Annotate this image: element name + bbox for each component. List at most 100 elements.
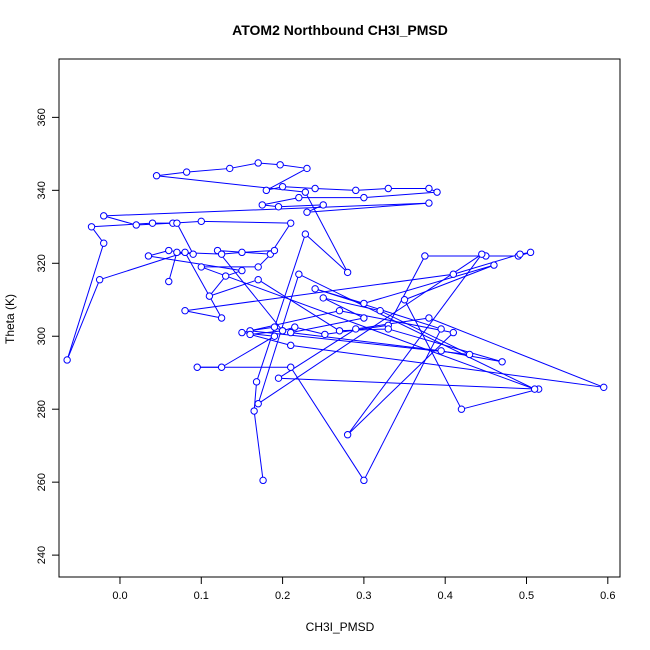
series-segment bbox=[148, 255, 243, 272]
series-segment bbox=[99, 251, 186, 281]
series-segment bbox=[184, 273, 454, 312]
series-segment bbox=[217, 250, 283, 332]
data-point bbox=[165, 246, 173, 255]
data-point bbox=[421, 252, 429, 260]
data-point bbox=[100, 239, 108, 247]
series-segment bbox=[298, 273, 535, 390]
data-point bbox=[360, 314, 368, 322]
y-tick-label: 240 bbox=[36, 546, 48, 564]
data-point bbox=[132, 221, 140, 229]
data-point bbox=[270, 323, 279, 331]
data-point bbox=[254, 263, 262, 271]
data-point bbox=[278, 182, 287, 191]
data-point bbox=[193, 363, 201, 371]
data-point bbox=[295, 270, 303, 278]
data-point bbox=[274, 374, 283, 382]
series-segment bbox=[306, 202, 429, 213]
data-point bbox=[173, 248, 181, 257]
series-segment bbox=[201, 220, 291, 224]
data-point bbox=[457, 405, 466, 413]
data-point bbox=[217, 314, 226, 322]
series-segment bbox=[91, 222, 153, 228]
data-point bbox=[384, 325, 392, 333]
data-point bbox=[181, 307, 189, 315]
data-point bbox=[152, 172, 161, 180]
series-segment bbox=[241, 310, 340, 334]
series-segment bbox=[315, 188, 356, 191]
y-axis-label: Theta (K) bbox=[3, 294, 17, 344]
series-segment bbox=[66, 279, 101, 361]
series-segment bbox=[253, 381, 258, 412]
data-point bbox=[197, 263, 205, 271]
x-tick-label: 0.5 bbox=[519, 590, 534, 602]
chart-title: ATOM2 Northbound CH3I_PMSD bbox=[232, 22, 448, 38]
series-segment bbox=[278, 377, 539, 390]
series-segment bbox=[103, 202, 429, 217]
series-segment bbox=[209, 275, 227, 297]
series-segment bbox=[156, 171, 187, 177]
series-segment bbox=[250, 330, 470, 355]
data-point bbox=[600, 383, 608, 392]
data-point bbox=[238, 248, 246, 257]
data-point bbox=[217, 363, 226, 371]
plot-frame bbox=[58, 58, 621, 578]
series-segment bbox=[363, 191, 438, 199]
series-segment bbox=[290, 332, 442, 352]
series-segment bbox=[257, 274, 300, 404]
series-segment bbox=[184, 252, 223, 319]
x-axis-label: CH3I_PMSD bbox=[306, 620, 375, 634]
data-point bbox=[144, 252, 153, 260]
data-point bbox=[352, 186, 360, 195]
data-point bbox=[287, 341, 295, 350]
data-point bbox=[311, 184, 319, 193]
series-segment bbox=[323, 297, 365, 319]
x-tick-label: 0.2 bbox=[275, 590, 290, 602]
data-point bbox=[274, 203, 283, 211]
series-segment bbox=[339, 328, 389, 332]
series-segment bbox=[184, 310, 222, 319]
data-point bbox=[189, 250, 197, 258]
data-point bbox=[319, 201, 327, 209]
data-point bbox=[311, 285, 319, 293]
data-point bbox=[376, 307, 384, 315]
data-point bbox=[95, 275, 104, 284]
data-point bbox=[182, 168, 191, 176]
data-point bbox=[259, 476, 267, 485]
series-segment bbox=[290, 344, 604, 388]
x-tick-label: 0.1 bbox=[194, 590, 209, 602]
data-point bbox=[425, 314, 433, 322]
data-point bbox=[295, 193, 303, 202]
data-point bbox=[238, 328, 246, 337]
data-point bbox=[226, 164, 234, 173]
series-segment bbox=[176, 222, 194, 255]
data-point bbox=[530, 385, 539, 393]
series-segment bbox=[347, 332, 454, 436]
series-segment bbox=[253, 410, 264, 481]
series-segment bbox=[209, 279, 259, 297]
data-point bbox=[254, 400, 262, 408]
data-point bbox=[205, 292, 214, 300]
data-point bbox=[270, 246, 279, 255]
series-segment bbox=[282, 186, 316, 189]
x-tick-label: 0.6 bbox=[600, 590, 615, 602]
y-tick-label: 280 bbox=[36, 400, 48, 418]
data-point bbox=[250, 407, 258, 415]
data-point bbox=[319, 294, 327, 302]
series-segment bbox=[355, 188, 389, 191]
y-tick-label: 340 bbox=[36, 181, 48, 199]
data-point bbox=[465, 350, 474, 359]
data-point bbox=[335, 307, 344, 315]
series-segment bbox=[257, 279, 340, 332]
data-point bbox=[238, 266, 246, 275]
data-point bbox=[343, 431, 352, 439]
data-point bbox=[498, 358, 506, 366]
data-point bbox=[352, 325, 360, 333]
y-axis: 240 260 280 300 320 340 360 bbox=[36, 108, 59, 564]
data-point bbox=[258, 201, 266, 209]
data-point bbox=[433, 188, 441, 196]
data-point bbox=[252, 378, 261, 386]
series-segment bbox=[347, 253, 483, 436]
series-segment bbox=[290, 366, 365, 481]
data-point bbox=[449, 270, 458, 278]
